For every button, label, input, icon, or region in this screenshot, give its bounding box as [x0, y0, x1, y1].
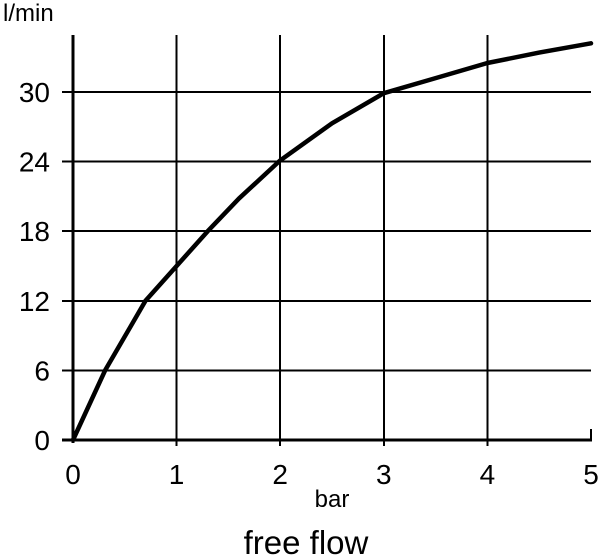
- x-tick-label: 0: [65, 459, 81, 490]
- y-tick-label: 18: [19, 216, 50, 247]
- x-axis-unit-label: bar: [314, 486, 350, 513]
- y-tick-label: 24: [19, 147, 50, 178]
- y-tick-label: 30: [19, 77, 50, 108]
- y-axis-unit-label: l/min: [3, 0, 54, 27]
- x-tick-label: 1: [169, 459, 185, 490]
- y-tick-label: 12: [19, 286, 50, 317]
- chart-title: free flow: [243, 524, 369, 560]
- x-tick-label: 2: [272, 459, 288, 490]
- y-tick-label: 6: [34, 355, 50, 386]
- x-tick-label: 4: [480, 459, 496, 490]
- x-tick-label: 5: [583, 459, 599, 490]
- flow-curve: [70, 41, 594, 443]
- y-tick-label: 0: [34, 425, 50, 456]
- x-tick-label: 3: [376, 459, 392, 490]
